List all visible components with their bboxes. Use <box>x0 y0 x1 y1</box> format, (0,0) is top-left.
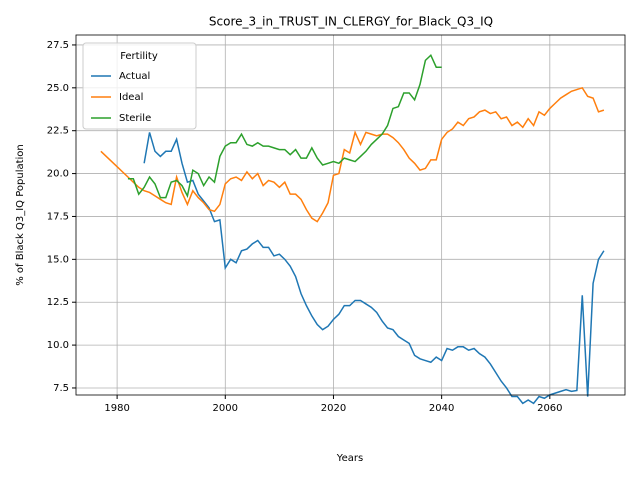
y-tick-label: 10.0 <box>47 340 69 351</box>
y-tick-label: 12.5 <box>47 297 69 308</box>
legend: Fertility Actual Ideal Sterile <box>82 42 197 130</box>
chart-title: Score_3_in_TRUST_IN_CLERGY_for_Black_Q3_… <box>209 15 493 29</box>
y-tick-label: 15.0 <box>47 254 69 265</box>
y-tick-label: 27.5 <box>47 40 69 51</box>
legend-label: Sterile <box>119 113 151 124</box>
line-series <box>143 132 605 405</box>
x-tick-label: 2040 <box>429 403 454 414</box>
line-series <box>100 86 605 223</box>
x-tick-label: 2000 <box>213 403 238 414</box>
legend-title: Fertility <box>120 51 158 62</box>
x-axis-label: Years <box>336 453 363 464</box>
line-series <box>127 53 442 199</box>
x-tick-label: 2060 <box>537 403 562 414</box>
y-tick-label: 20.0 <box>47 169 69 180</box>
x-tick-label: 2020 <box>321 403 346 414</box>
y-tick-label: 17.5 <box>47 211 69 222</box>
x-tick-label: 1980 <box>104 403 129 414</box>
legend-label: Ideal <box>119 92 143 103</box>
y-axis-label: % of Black Q3_IQ Population <box>15 144 26 286</box>
y-tick-label: 7.5 <box>53 383 69 394</box>
plot-frame <box>75 34 626 396</box>
y-tick-label: 25.0 <box>47 83 69 94</box>
legend-box <box>82 42 197 130</box>
y-tick-label: 22.5 <box>47 126 69 137</box>
legend-label: Actual <box>119 71 150 82</box>
